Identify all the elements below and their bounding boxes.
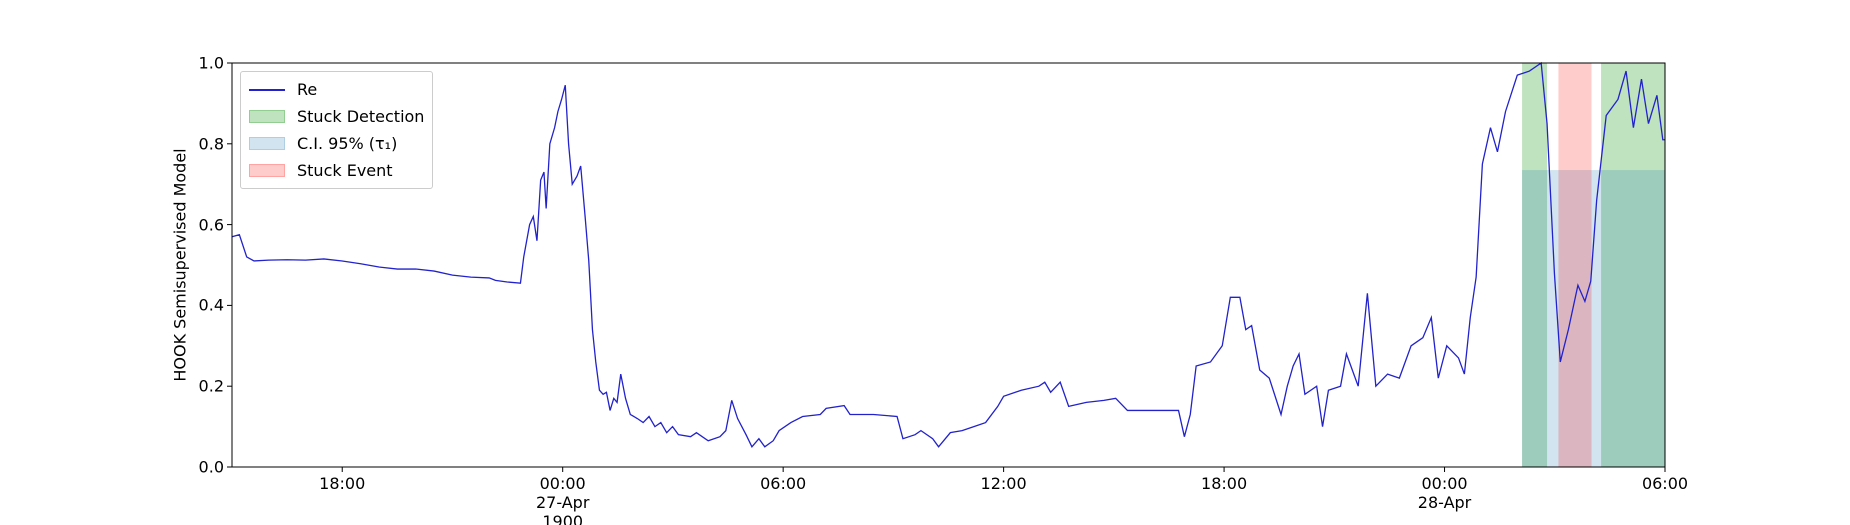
x-tick-label: 12:00 xyxy=(980,474,1027,493)
legend-label: Re xyxy=(297,80,318,99)
y-tick-label: 1.0 xyxy=(198,53,224,73)
span xyxy=(1558,63,1592,467)
x-tick-label: 18:00 xyxy=(319,474,366,493)
legend-label: Stuck Detection xyxy=(297,107,425,126)
legend-item: C.I. 95% (τ₁) xyxy=(249,130,424,157)
line xyxy=(231,61,1665,448)
legend-label: Stuck Event xyxy=(297,161,393,180)
legend: Re Stuck Detection C.I. 95% (τ₁) Stuck Even… xyxy=(240,71,434,189)
legend-item: Stuck Detection xyxy=(249,103,424,130)
legend-item: Stuck Event xyxy=(249,157,424,184)
y-tick-label: 0.2 xyxy=(198,376,224,396)
span xyxy=(1522,170,1665,467)
x-tick-label: 06:00 xyxy=(760,474,807,493)
legend-patch xyxy=(249,164,285,177)
legend-label: C.I. 95% (τ₁) xyxy=(297,134,398,153)
plot-frame xyxy=(231,62,1666,468)
legend-line xyxy=(249,88,285,91)
y-axis-label: HOOK Semisupervised Model xyxy=(170,148,190,382)
legend-patch xyxy=(249,137,285,150)
y-tick-label: 0.6 xyxy=(198,215,224,235)
legend-item: Re xyxy=(249,76,424,103)
legend-patch xyxy=(249,110,285,123)
x-tick-label: 00:00 27-Apr 1900 xyxy=(535,474,590,525)
y-tick-label: 0.4 xyxy=(198,295,224,315)
x-tick-label: 18:00 xyxy=(1201,474,1248,493)
span xyxy=(1522,63,1548,467)
y-tick-label: 0.8 xyxy=(198,134,224,154)
x-tick-label: 00:00 28-Apr xyxy=(1417,474,1472,512)
y-tick-label: 0.0 xyxy=(198,457,224,477)
span xyxy=(1601,63,1665,467)
x-tick-label: 06:00 xyxy=(1641,474,1689,493)
